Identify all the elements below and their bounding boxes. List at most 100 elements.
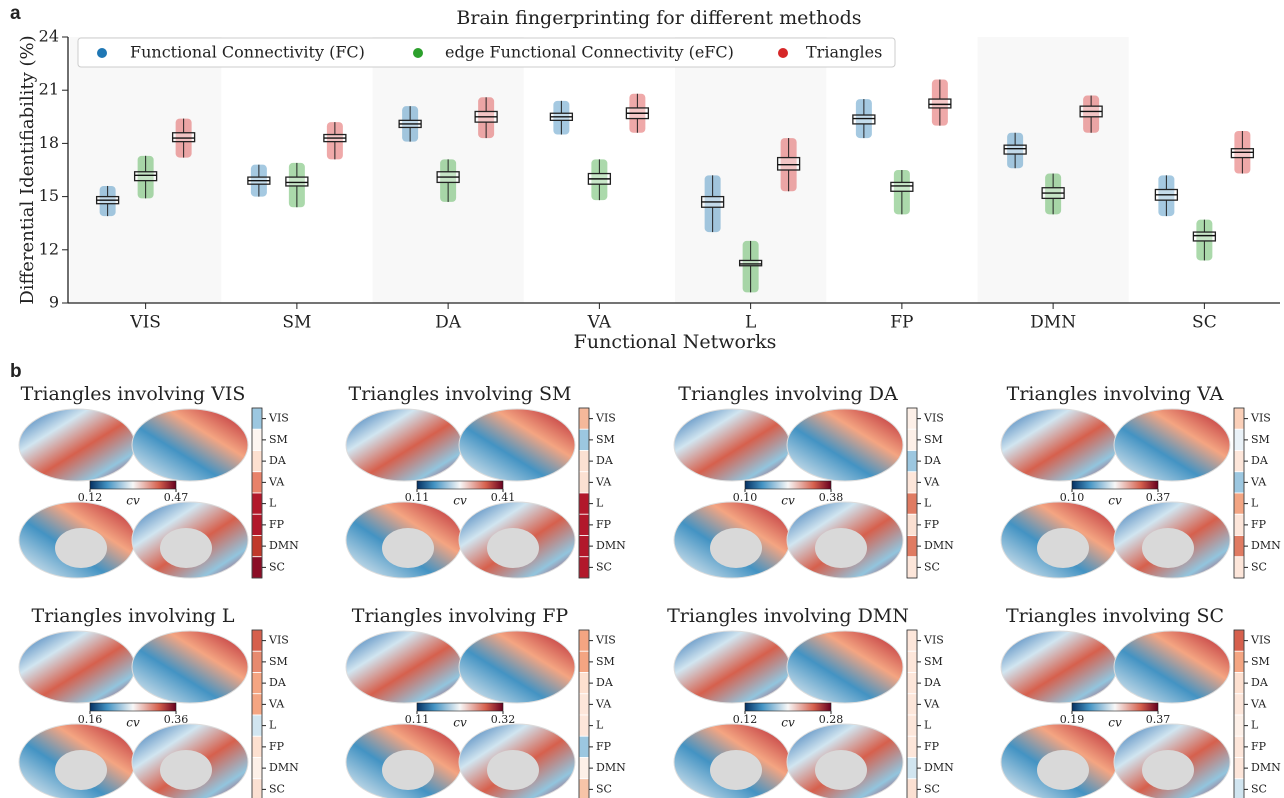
- x-tick-label: DA: [435, 313, 462, 333]
- colorbar: [745, 703, 831, 711]
- network-cell: [252, 557, 262, 578]
- network-label: L: [596, 497, 604, 510]
- legend-label: edge Functional Connectivity (eFC): [445, 43, 734, 62]
- network-label: L: [596, 719, 604, 732]
- network-cell: [579, 651, 589, 672]
- brain-medial-wall: [55, 528, 107, 568]
- network-cell: [252, 758, 262, 779]
- colorbar-label: cv: [1108, 716, 1122, 730]
- network-cell: [1234, 536, 1244, 557]
- colorbar-label: cv: [126, 494, 140, 508]
- network-cell: [907, 758, 917, 779]
- network-cell: [579, 715, 589, 736]
- network-label: FP: [924, 518, 940, 531]
- network-label: VIS: [595, 412, 616, 425]
- network-cell: [252, 451, 262, 472]
- network-cell: [579, 451, 589, 472]
- network-label: DMN: [269, 761, 299, 774]
- network-cell: [579, 557, 589, 578]
- panel-title: Triangles involving SC: [1006, 605, 1224, 627]
- network-cell: [1234, 429, 1244, 450]
- brain-medial-wall: [815, 528, 867, 568]
- brain-surface: [459, 631, 575, 703]
- colorbar-tick-label: 0.12: [733, 713, 758, 726]
- network-cell: [252, 715, 262, 736]
- colorbar: [745, 481, 831, 489]
- network-label: DA: [924, 454, 942, 467]
- network-cell: [1234, 451, 1244, 472]
- brain-surface: [1001, 631, 1117, 703]
- network-cell: [1234, 630, 1244, 651]
- brain-surface: [787, 409, 903, 481]
- network-cell: [252, 673, 262, 694]
- box: [1231, 149, 1253, 158]
- colorbar-tick-label: 0.28: [819, 713, 844, 726]
- network-label: DMN: [596, 539, 626, 552]
- network-cell: [1234, 673, 1244, 694]
- network-label: SM: [1251, 433, 1270, 446]
- network-cell: [1234, 758, 1244, 779]
- brain-surface: [674, 409, 790, 481]
- y-tick-label: 18: [39, 133, 59, 152]
- colorbar-tick-label: 0.38: [819, 491, 844, 504]
- y-tick-label: 21: [39, 80, 59, 99]
- network-cell: [907, 514, 917, 535]
- network-cell: [1234, 694, 1244, 715]
- x-tick-label: VA: [587, 313, 612, 333]
- network-label: VA: [1250, 697, 1267, 710]
- legend-marker: [97, 48, 107, 58]
- network-label: SM: [269, 433, 288, 446]
- network-label: SM: [269, 655, 288, 668]
- network-label: SC: [596, 560, 612, 573]
- brain-surface: [346, 631, 462, 703]
- colorbar-tick-label: 0.11: [405, 491, 430, 504]
- brain-medial-wall: [487, 528, 539, 568]
- network-label: DMN: [596, 761, 626, 774]
- network-label: L: [269, 497, 277, 510]
- panel-title: Triangles involving DMN: [667, 605, 909, 627]
- brain-surface: [19, 409, 135, 481]
- colorbar-tick-label: 0.37: [1146, 713, 1171, 726]
- network-cell: [579, 736, 589, 757]
- network-cell: [907, 779, 917, 798]
- network-label: VA: [268, 475, 285, 488]
- box: [286, 177, 308, 186]
- network-cell: [579, 536, 589, 557]
- network-label: L: [924, 719, 932, 732]
- brain-medial-wall: [382, 750, 434, 790]
- network-label: VIS: [595, 634, 616, 647]
- box: [1004, 145, 1026, 154]
- network-label: SM: [924, 433, 943, 446]
- network-label: L: [269, 719, 277, 732]
- brain-medial-wall: [710, 750, 762, 790]
- colorbar: [1072, 481, 1158, 489]
- brain-medial-wall: [55, 750, 107, 790]
- x-tick-label: VIS: [129, 313, 161, 333]
- network-cell: [907, 472, 917, 493]
- brain-surface: [1114, 409, 1230, 481]
- network-label: SC: [924, 560, 940, 573]
- box: [1193, 232, 1215, 241]
- colorbar-tick-label: 0.41: [491, 491, 516, 504]
- colorbar-tick-label: 0.36: [164, 713, 189, 726]
- network-cell: [579, 408, 589, 429]
- network-cell: [252, 514, 262, 535]
- x-tick-label: DMN: [1030, 313, 1076, 333]
- panel-title: Triangles involving DA: [678, 383, 898, 405]
- network-label: VA: [595, 475, 612, 488]
- network-cell: [579, 673, 589, 694]
- network-label: VIS: [923, 412, 944, 425]
- brain-medial-wall: [710, 528, 762, 568]
- network-label: VIS: [1250, 634, 1271, 647]
- colorbar: [1072, 703, 1158, 711]
- brain-surface: [132, 631, 248, 703]
- network-cell: [1234, 736, 1244, 757]
- network-label: FP: [269, 518, 285, 531]
- box: [740, 260, 762, 265]
- network-cell: [579, 493, 589, 514]
- network-label: VIS: [268, 412, 289, 425]
- network-label: FP: [596, 740, 612, 753]
- colorbar: [417, 703, 503, 711]
- network-label: SC: [269, 782, 285, 795]
- network-label: DMN: [1251, 761, 1281, 774]
